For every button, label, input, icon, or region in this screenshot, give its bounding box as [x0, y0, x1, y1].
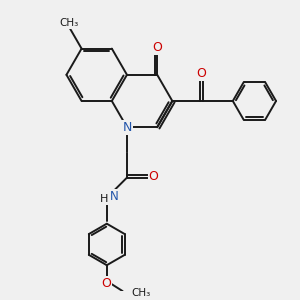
Text: H: H — [100, 194, 108, 204]
Text: N: N — [122, 121, 132, 134]
Text: O: O — [196, 67, 206, 80]
Text: N: N — [110, 190, 119, 203]
Text: CH₃: CH₃ — [59, 19, 78, 28]
Text: O: O — [101, 278, 111, 290]
Text: O: O — [148, 170, 158, 183]
Text: CH₃: CH₃ — [131, 288, 151, 298]
Text: O: O — [152, 41, 162, 54]
